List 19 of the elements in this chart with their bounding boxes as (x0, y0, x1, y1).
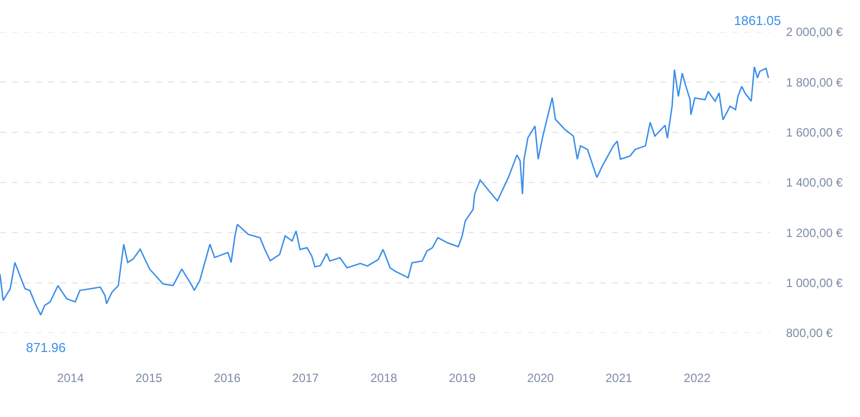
y-tick-label: 1 000,00 € (786, 276, 844, 290)
x-tick-label: 2015 (135, 371, 162, 385)
x-tick-label: 2018 (370, 371, 398, 385)
y-tick-label: 2 000,00 € (786, 25, 844, 40)
y-tick-label: 1 600,00 € (786, 126, 844, 140)
y-tick-label: 1 400,00 € (786, 176, 844, 190)
x-tick-label: 2020 (527, 371, 554, 385)
x-tick-label: 2016 (214, 371, 241, 385)
line-series (0, 66, 770, 316)
y-tick-label: 1 200,00 € (786, 226, 844, 240)
annotation: 871.96 (26, 340, 66, 355)
x-tick-label: 2019 (448, 371, 476, 385)
x-tick-label: 2017 (292, 371, 320, 385)
y-tick-label: 800,00 € (786, 326, 834, 340)
annotation: 1861.05 (734, 13, 781, 28)
x-tick-label: 2021 (605, 371, 632, 385)
x-tick-label: 2022 (684, 371, 711, 385)
y-tick-label: 1 800,00 € (786, 75, 844, 90)
x-tick-label: 2014 (57, 371, 84, 385)
